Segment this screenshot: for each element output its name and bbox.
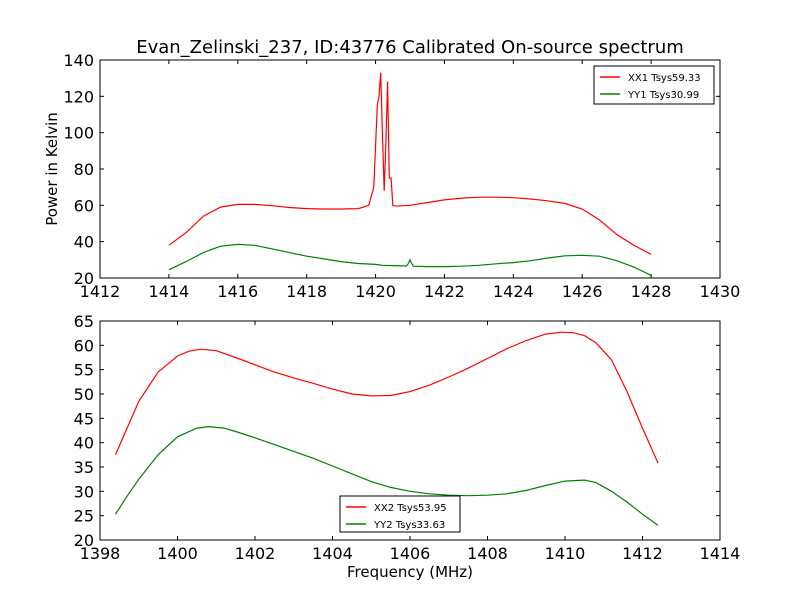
x-tick-label: 1424: [493, 282, 534, 301]
y-tick-label: 20: [74, 269, 94, 288]
y-tick-label: 25: [74, 507, 94, 526]
y-axis-label: Power in Kelvin: [43, 112, 61, 226]
y-tick-label: 40: [74, 233, 94, 252]
x-tick-label: 1406: [390, 544, 431, 563]
x-tick-label: 1412: [80, 282, 121, 301]
chart-title: Evan_Zelinski_237, ID:43776 Calibrated O…: [136, 37, 684, 58]
y-tick-label: 100: [63, 124, 94, 143]
x-tick-label: 1404: [312, 544, 353, 563]
top-plot: 1412 1414 1416 1418 1420 1422 1424 1426 1428 1430…: [43, 51, 740, 301]
x-tick-label: 1422: [424, 282, 465, 301]
y-tick-label: 80: [74, 160, 94, 179]
x-tick-label: 1428: [631, 282, 672, 301]
y-tick-label: 60: [74, 336, 94, 355]
legend-box: [593, 65, 715, 105]
y-tick-label: 35: [74, 458, 94, 477]
series-line-2-1: [114, 331, 659, 464]
y-tick-label: 65: [74, 312, 94, 331]
y-tick-label: 60: [74, 196, 94, 215]
x-tick-label: 1400: [157, 544, 198, 563]
y-tick-label: 40: [74, 434, 94, 453]
legend-box: [339, 495, 461, 533]
x-tick-label: 1414: [149, 282, 190, 301]
y-tick-label: 55: [74, 361, 94, 380]
x-tick-label: 1418: [286, 282, 327, 301]
legend-label: XX1 Tsys59.33: [628, 73, 701, 84]
series-line-1-2: [168, 243, 652, 276]
legend: XX1 Tsys59.33 YY1 Tsys30.99: [593, 65, 715, 105]
x-tick-label: 1430: [700, 282, 741, 301]
x-tick-label: 1426: [562, 282, 603, 301]
y-tick-label: 120: [63, 87, 94, 106]
legend-label: YY1 Tsys30.99: [627, 90, 699, 101]
legend-label: XX2 Tsys53.95: [374, 503, 447, 514]
series-line-2-2: [114, 425, 659, 526]
x-tick-label: 1408: [467, 544, 508, 563]
x-tick-label: 1414: [700, 544, 741, 563]
x-tick-label: 1398: [80, 544, 121, 563]
y-tick-label: 45: [74, 409, 94, 428]
y-tick-label: 140: [63, 51, 94, 70]
y-tick-label: 50: [74, 385, 94, 404]
y-tick-label: 20: [74, 531, 94, 550]
x-tick-label: 1412: [622, 544, 663, 563]
legend-label: YY2 Tsys33.63: [373, 520, 445, 531]
y-tick-label: 30: [74, 482, 94, 501]
x-tick-label: 1410: [545, 544, 586, 563]
legend: XX2 Tsys53.95 YY2 Tsys33.63: [339, 495, 461, 533]
x-axis-label: Frequency (MHz): [347, 563, 473, 581]
series-line-1-1: [168, 72, 652, 255]
x-tick-label: 1402: [235, 544, 276, 563]
x-tick-label: 1420: [355, 282, 396, 301]
x-tick-label: 1416: [217, 282, 258, 301]
bottom-plot: 1398 1400 1402 1404 1406 1408 1410 1412 1414 20 25…: [74, 312, 741, 581]
